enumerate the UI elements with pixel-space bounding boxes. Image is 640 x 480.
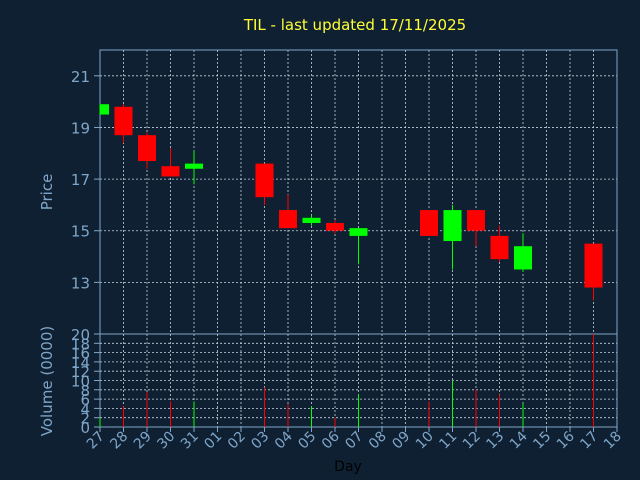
price-tick-label: 21 bbox=[71, 68, 90, 86]
x-tick-label: 28 bbox=[107, 429, 131, 453]
x-tick-label: 02 bbox=[225, 429, 249, 453]
x-tick-label: 12 bbox=[460, 429, 484, 453]
candle-body bbox=[138, 135, 156, 162]
volume-tick-label: 18 bbox=[71, 335, 90, 353]
volume-tick-label: 6 bbox=[80, 391, 90, 409]
x-tick-label: 29 bbox=[131, 429, 155, 453]
candle-body bbox=[279, 210, 297, 229]
candle-body bbox=[584, 243, 603, 288]
candle-body bbox=[185, 163, 203, 169]
x-tick-label: 05 bbox=[295, 429, 319, 453]
volume-tick-label: 2 bbox=[80, 410, 90, 428]
x-tick-label: 09 bbox=[389, 429, 413, 453]
volume-axis-label: Volume (0000) bbox=[38, 326, 56, 436]
price-tick-label: 13 bbox=[71, 274, 90, 292]
candle-body bbox=[514, 246, 532, 270]
x-tick-label: 08 bbox=[366, 429, 390, 453]
x-axis: 27 28 29 30 31 01 02 03 04 05 06 07 08 09 10 11 12 13 14 15… bbox=[84, 427, 625, 452]
volume-tick-label: 20 bbox=[71, 326, 90, 344]
x-tick-label: 16 bbox=[554, 428, 578, 452]
candle-body bbox=[326, 222, 344, 231]
volume-tick-label: 16 bbox=[71, 345, 90, 363]
volume-tick-label: 14 bbox=[71, 354, 90, 372]
x-tick-label: 01 bbox=[201, 429, 225, 453]
volume-tick-label: 0 bbox=[80, 419, 90, 437]
candle-body bbox=[467, 210, 485, 231]
x-tick-label: 15 bbox=[530, 429, 554, 453]
volume-tick-label: 4 bbox=[80, 400, 90, 418]
x-axis-label: Day bbox=[334, 459, 362, 475]
candle-body bbox=[161, 166, 180, 177]
x-tick-label: 14 bbox=[507, 428, 531, 452]
volume-tick-label: 8 bbox=[80, 382, 90, 400]
price-tick-label: 19 bbox=[71, 119, 90, 137]
x-tick-label: 30 bbox=[154, 429, 178, 453]
x-tick-label: 18 bbox=[601, 429, 625, 453]
candle-body bbox=[302, 217, 321, 223]
candle-body bbox=[100, 104, 109, 115]
x-tick-label: 11 bbox=[436, 429, 460, 453]
candle-body bbox=[114, 106, 133, 136]
volume-tick-label: 12 bbox=[71, 363, 90, 381]
price-panel: 13 15 17 19 21 bbox=[71, 49, 618, 335]
candle-body bbox=[255, 163, 274, 198]
x-tick-label: 13 bbox=[483, 429, 507, 453]
x-tick-label: 17 bbox=[577, 429, 601, 453]
candle-body bbox=[443, 210, 462, 242]
x-tick-label: 31 bbox=[178, 429, 202, 453]
volume-tick-label: 10 bbox=[71, 373, 90, 391]
x-tick-label: 04 bbox=[272, 428, 296, 452]
candle-body bbox=[490, 235, 509, 260]
candle-body bbox=[420, 210, 438, 236]
x-tick-label: 03 bbox=[248, 429, 272, 453]
candle-body bbox=[349, 228, 368, 236]
price-tick-label: 15 bbox=[71, 223, 90, 241]
chart-title: TIL - last updated 17/11/2025 bbox=[243, 16, 466, 34]
x-tick-label: 06 bbox=[319, 428, 343, 452]
x-tick-label: 10 bbox=[413, 429, 437, 453]
price-tick-label: 17 bbox=[71, 171, 90, 189]
price-axis-label: Price bbox=[38, 174, 56, 211]
x-tick-label: 07 bbox=[342, 429, 366, 453]
